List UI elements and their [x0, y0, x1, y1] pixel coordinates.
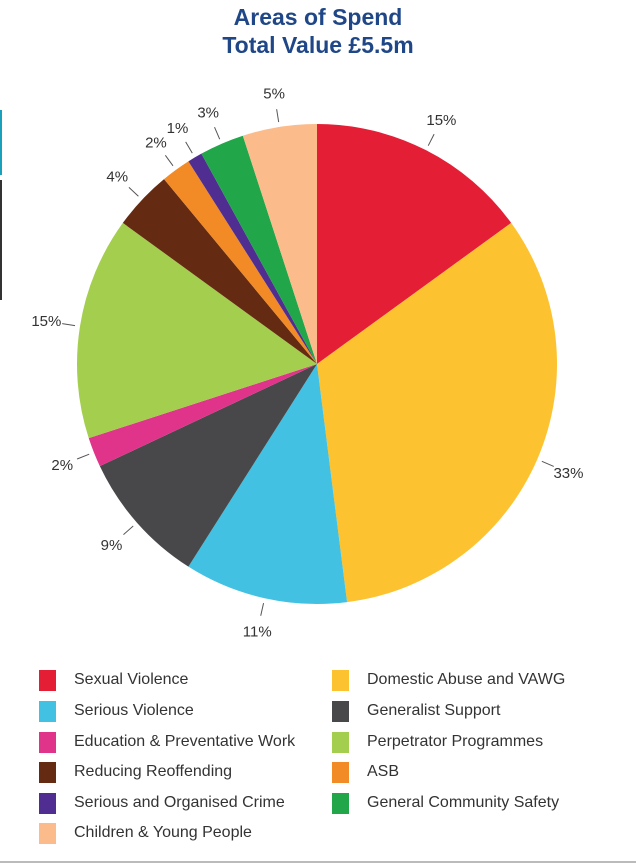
legend-item: Reducing Reoffending [39, 761, 232, 783]
legend-swatch [332, 792, 349, 814]
data-label: 2% [51, 457, 73, 474]
legend-swatch [39, 792, 56, 814]
leader-line [276, 109, 280, 123]
data-label: 15% [31, 313, 61, 330]
data-label: 3% [197, 105, 219, 122]
legend-label: General Community Safety [367, 794, 560, 811]
leader-line [128, 187, 139, 197]
legend-item: ASB [332, 761, 399, 783]
data-label: 15% [426, 112, 456, 129]
legend-label: Sexual Violence [74, 671, 189, 688]
pie-slice [164, 161, 317, 364]
legend-item: Children & Young People [39, 822, 252, 844]
legend-label: Education & Preventative Work [74, 733, 296, 750]
legend-item: Domestic Abuse and VAWG [332, 669, 565, 691]
pie-slice [188, 364, 348, 604]
legend-swatch [332, 731, 349, 753]
pie-slice [77, 222, 317, 439]
pie-chart: 15%33%11%9%2%15%4%2%1%3%5% [31, 85, 583, 640]
bottom-divider [0, 861, 636, 863]
legend-label: Serious and Organised Crime [74, 794, 285, 811]
legend-swatch [332, 669, 349, 691]
pie-slice [188, 153, 317, 364]
data-label: 4% [106, 168, 128, 185]
leader-line [123, 525, 134, 535]
legend-item: General Community Safety [332, 792, 559, 814]
data-label: 11% [243, 623, 272, 640]
data-label: 9% [101, 537, 123, 554]
legend-item: Serious Violence [39, 700, 194, 722]
legend-label: Domestic Abuse and VAWG [367, 671, 566, 688]
chart-subtitle: Total Value £5.5m [222, 32, 414, 58]
leader-line [185, 141, 193, 154]
leader-line [214, 127, 221, 140]
legend-label: Generalist Support [367, 702, 501, 719]
legend-item: Perpetrator Programmes [332, 731, 543, 753]
legend-swatch [332, 700, 349, 722]
legend-swatch [39, 700, 56, 722]
legend-swatch [39, 731, 56, 753]
legend-item: Serious and Organised Crime [39, 792, 285, 814]
pie-slice [99, 364, 317, 567]
leader-line [541, 460, 554, 467]
legend-swatch [39, 669, 56, 691]
legend-label: ASB [367, 763, 400, 780]
leader-line [260, 602, 265, 616]
leader-line [76, 453, 90, 460]
legend-item: Sexual Violence [39, 669, 188, 691]
data-label: 1% [167, 120, 189, 137]
left-edge-strip-teal [0, 110, 2, 175]
leader-line [62, 323, 76, 327]
pie-slice [242, 124, 317, 364]
legend-swatch [39, 761, 56, 783]
pie-slice [201, 135, 317, 364]
legend-label: Perpetrator Programmes [367, 733, 544, 750]
data-label: 2% [145, 134, 167, 151]
data-label: 5% [263, 85, 285, 102]
legend-label: Children & Young People [74, 824, 252, 841]
legend-swatch [39, 822, 56, 844]
leader-line [164, 154, 174, 167]
legend-swatch [332, 761, 349, 783]
chart-title: Areas of Spend [233, 4, 403, 30]
pie-slice [88, 364, 318, 467]
legend-label: Serious Violence [74, 702, 194, 719]
legend-item: Generalist Support [332, 700, 500, 722]
data-label: 33% [553, 465, 583, 482]
left-edge-strip-dark [0, 180, 2, 300]
legend-label: Reducing Reoffending [74, 763, 233, 780]
leader-line [427, 133, 435, 146]
pie-slice [317, 124, 512, 364]
legend-item: Education & Preventative Work [39, 731, 295, 753]
pie-slice [122, 179, 317, 364]
pie-slice [317, 222, 558, 603]
